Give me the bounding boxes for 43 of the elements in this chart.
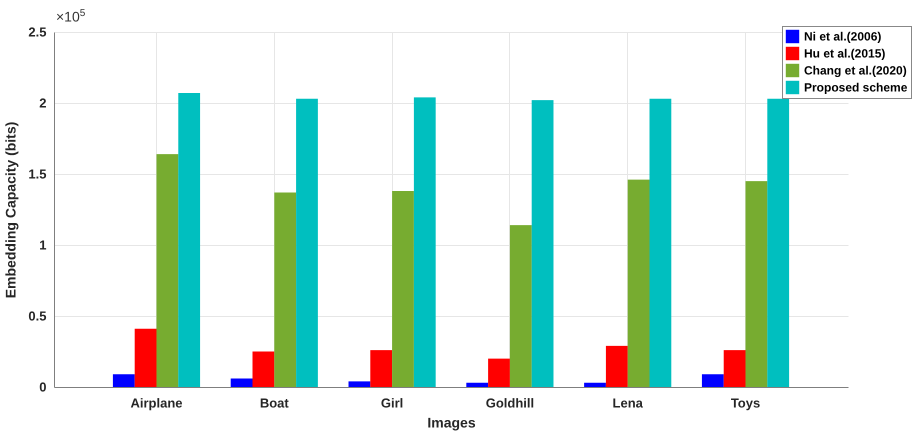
bar bbox=[348, 381, 370, 387]
bar bbox=[414, 97, 436, 387]
bar bbox=[296, 98, 318, 387]
legend-label: Ni et al.(2006) bbox=[804, 30, 882, 44]
y-tick-label: 2 bbox=[39, 96, 46, 110]
bar bbox=[392, 191, 414, 387]
bar bbox=[466, 382, 488, 387]
bar bbox=[252, 352, 274, 387]
bar bbox=[274, 192, 296, 387]
x-tick-label: Goldhill bbox=[486, 396, 534, 410]
bar bbox=[746, 181, 768, 387]
bar bbox=[702, 374, 724, 387]
bar bbox=[112, 374, 135, 387]
bar bbox=[584, 382, 606, 387]
text: ×10$^{5}$ bbox=[56, 8, 86, 25]
legend-label: Hu et al.(2015) bbox=[804, 46, 886, 60]
bar bbox=[532, 100, 554, 387]
bar bbox=[178, 93, 200, 387]
x-tick-label: Boat bbox=[260, 396, 290, 410]
x-tick-label: Toys bbox=[730, 396, 760, 410]
bar bbox=[724, 350, 746, 387]
legend-label: Proposed scheme bbox=[804, 80, 908, 94]
bar bbox=[650, 98, 672, 387]
bar bbox=[230, 378, 252, 387]
x-tick-label: Lena bbox=[612, 396, 644, 410]
bar bbox=[510, 225, 532, 387]
x-tick-label: Girl bbox=[380, 396, 404, 410]
bar bbox=[134, 328, 156, 387]
y-tick-label: 0 bbox=[39, 380, 46, 394]
x-tick-label: Airplane bbox=[130, 396, 182, 410]
x-axis-title: Images bbox=[427, 414, 476, 430]
y-tick-label: 0.5 bbox=[28, 308, 46, 324]
y-tick-label: 1.5 bbox=[28, 166, 46, 182]
bar bbox=[370, 350, 392, 387]
y-tick-label: 2.5 bbox=[28, 24, 46, 40]
y-tick-label: 1 bbox=[39, 238, 46, 252]
bar bbox=[606, 346, 628, 387]
y-axis-title: Embedding Capacity (bits) bbox=[2, 122, 18, 298]
bar bbox=[767, 98, 790, 387]
legend-label: Chang et al.(2020) bbox=[804, 64, 907, 78]
bar bbox=[156, 154, 178, 387]
bar bbox=[628, 180, 650, 387]
bar bbox=[488, 358, 510, 387]
